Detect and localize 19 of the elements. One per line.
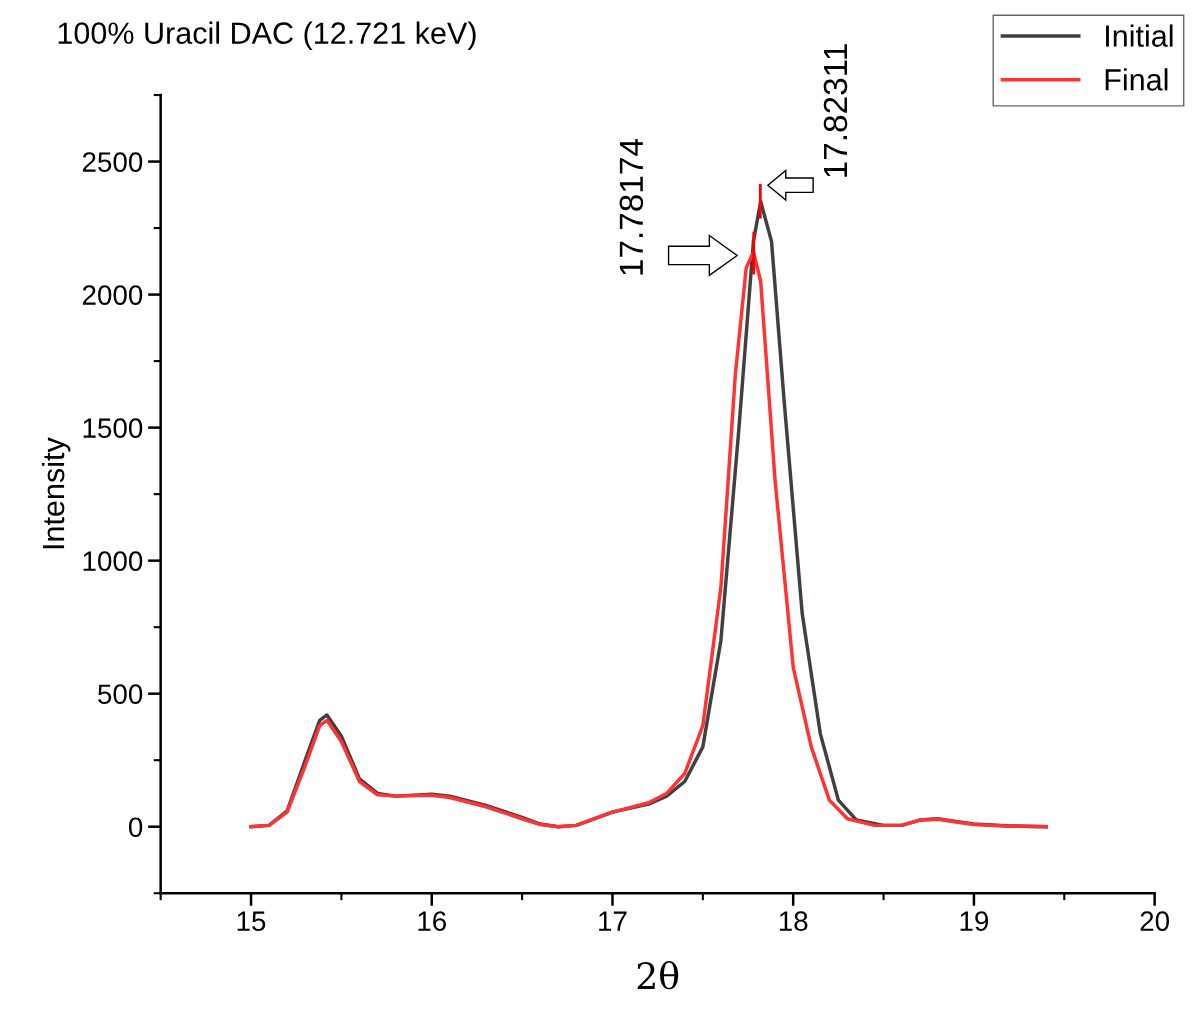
x-tick-label: 18 xyxy=(779,911,808,931)
x-tick-label: 19 xyxy=(960,911,989,931)
y-tick-label: 500 xyxy=(98,684,143,705)
x-axis-title: 2θ xyxy=(637,961,679,990)
x-tick-label: 15 xyxy=(237,911,266,931)
legend-label: Initial xyxy=(1106,24,1173,47)
y-tick-label: 1000 xyxy=(83,551,143,571)
y-axis-title: Intensity xyxy=(41,437,71,549)
annotation: 17.82311 xyxy=(823,44,848,177)
y-tick-label: 1500 xyxy=(83,418,143,438)
annotation: 17.78174 xyxy=(619,139,644,275)
x-tick-label: 17 xyxy=(599,911,627,931)
y-tick-label: 2000 xyxy=(82,285,143,305)
x-tick-label: 16 xyxy=(418,911,446,931)
chart-title: 100% Uracil DAC (12.721 keV) xyxy=(58,21,476,50)
legend-label: Final xyxy=(1105,68,1168,91)
y-tick-label: 0 xyxy=(128,817,143,838)
x-tick-label: 20 xyxy=(1140,911,1169,931)
y-tick-label: 2500 xyxy=(82,152,143,172)
